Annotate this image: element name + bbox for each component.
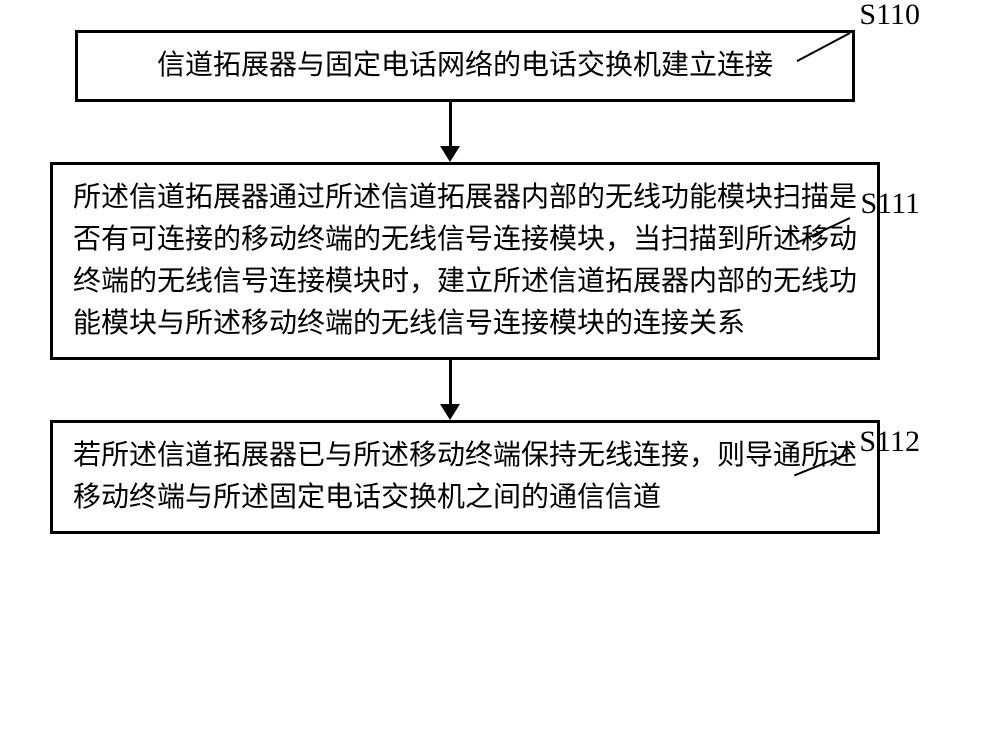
step-text: 所述信道拓展器通过所述信道拓展器内部的无线功能模块扫描是否有可连接的移动终端的无… <box>73 182 857 339</box>
step-box-s112: 若所述信道拓展器已与所述移动终端保持无线连接，则导通所述移动终端与所述固定电话交… <box>50 420 880 534</box>
label-text: S112 <box>859 425 920 459</box>
step-box-s110: 信道拓展器与固定电话网络的电话交换机建立连接 <box>75 30 855 102</box>
arrow-s111-s112 <box>440 360 460 420</box>
arrow-shaft <box>449 102 452 146</box>
step-label-s110: S110 <box>859 0 920 32</box>
step-label-s111: S111 <box>861 187 920 221</box>
step-row-s110: 信道拓展器与固定电话网络的电话交换机建立连接 S110 <box>30 30 970 102</box>
arrow-shaft <box>449 360 452 404</box>
step-row-s112: 若所述信道拓展器已与所述移动终端保持无线连接，则导通所述移动终端与所述固定电话交… <box>30 420 970 534</box>
arrow-head-icon <box>440 146 460 162</box>
arrow-s110-s111 <box>440 102 460 162</box>
step-row-s111: 所述信道拓展器通过所述信道拓展器内部的无线功能模块扫描是否有可连接的移动终端的无… <box>30 162 970 360</box>
step-label-s112: S112 <box>859 425 920 459</box>
label-text: S110 <box>859 0 920 32</box>
step-text: 若所述信道拓展器已与所述移动终端保持无线连接，则导通所述移动终端与所述固定电话交… <box>73 440 857 513</box>
label-text: S111 <box>861 187 920 221</box>
arrow-head-icon <box>440 404 460 420</box>
flowchart-container: 信道拓展器与固定电话网络的电话交换机建立连接 S110 所述信道拓展器通过所述信… <box>30 30 970 534</box>
step-text: 信道拓展器与固定电话网络的电话交换机建立连接 <box>157 50 773 81</box>
step-box-s111: 所述信道拓展器通过所述信道拓展器内部的无线功能模块扫描是否有可连接的移动终端的无… <box>50 162 880 360</box>
